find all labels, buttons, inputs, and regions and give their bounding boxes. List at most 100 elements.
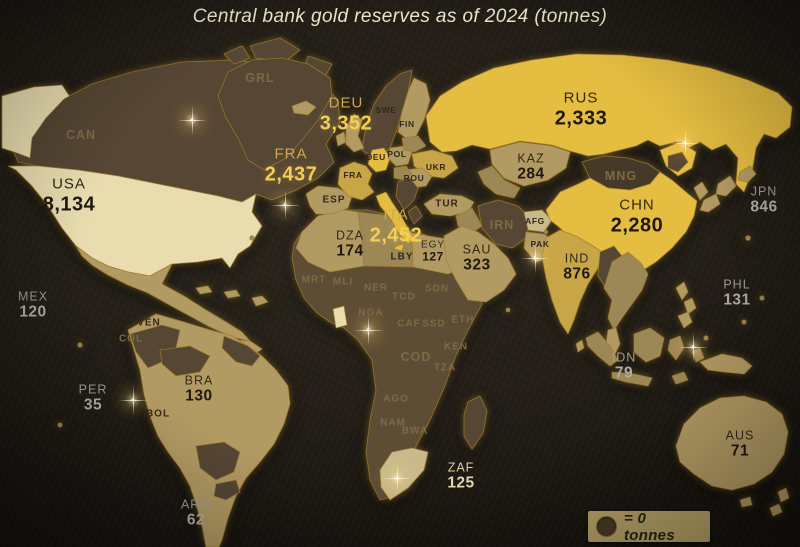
country-label-ukr: UKR [425,162,447,173]
country-south-korea [693,181,709,201]
country-label-afg: AFG [525,216,545,227]
small-island [759,295,765,301]
country-label-aus: AUS 71 [725,428,755,460]
region-baltics [401,135,427,153]
country-label-per: PER 35 [78,382,108,414]
country-uk [345,113,365,153]
country-ghana [332,305,348,329]
country-greece [407,205,423,225]
country-philippines [683,297,697,315]
country-label-fin: FIN [399,119,415,130]
country-new-zealand [769,503,783,517]
island-sulawesi [667,335,685,361]
country-label-bwa: BWA [401,425,429,437]
country-label-fra: FRA 2,437 [264,145,318,186]
country-label-tcd: TCD [392,291,416,303]
region-balkans [395,177,419,211]
country-uruguay [213,479,241,501]
country-label-mrt: MRT [301,274,327,286]
country-label-mex: MEX 120 [17,289,49,321]
small-island [77,342,83,348]
country-label-sdn: SDN [424,283,450,295]
country-label-chn: CHN 2,280 [610,196,664,237]
country-greenland [217,57,333,171]
caribbean-island [195,285,213,295]
country-japan [699,193,721,213]
country-label-col: COL [118,333,144,345]
country-sri-lanka [575,339,585,353]
country-madagascar [463,395,488,450]
country-japan [737,165,757,183]
sparkle-flare [395,476,399,480]
island-new-guinea [699,353,753,375]
island-sumatra [585,331,619,367]
country-saudi-arabia [443,225,517,303]
sparkle-flare [283,203,287,207]
country-russia [425,53,793,193]
country-label-jpn: JPN 846 [750,184,778,216]
arctic-island [249,37,301,63]
country-label-deu: DEU 3,352 [319,94,373,135]
country-afghanistan [523,209,553,233]
caribbean-island [223,289,241,299]
continent-south-america [127,313,291,547]
country-france [337,161,375,201]
region-central-asia [477,165,521,199]
sparkle-flare [683,141,687,145]
small-island [505,307,511,313]
small-island [249,235,255,241]
region-central-europe [393,165,413,181]
country-label-tur: TUR [435,198,459,210]
small-island [703,335,709,341]
country-philippines [675,281,689,301]
country-label-ita: ITA 2,452 [369,206,423,247]
country-label-cod: COD [400,350,432,364]
island-moluccas [691,347,705,363]
region-guyanas [221,335,261,367]
country-kazakhstan [489,141,571,187]
country-label-eth: ETH [451,314,475,326]
country-label-sau: SAU 323 [462,242,492,274]
country-label-tza: TZA [433,362,457,374]
country-label-pol: POL [387,149,407,160]
sparkle-flare [190,118,194,122]
country-south-africa [379,447,429,501]
island-java [611,371,653,387]
caribbean-island [251,295,269,307]
region-indochina [603,251,649,331]
legend: = 0 tonnes [588,510,710,544]
country-label-kaz: KAZ 284 [517,151,545,183]
country-north-korea [667,151,689,173]
island-borneo [633,327,665,363]
country-label-egy: EGY 127 [420,239,446,264]
country-paraguay [195,441,241,481]
country-label-esp: ESP [322,194,346,206]
sparkle-flare [691,345,695,349]
country-label-nam: NAM [380,417,406,429]
country-label-zaf: ZAF 125 [447,460,475,492]
country-label-can: CAN [65,128,97,142]
zero-tonnes-dot-icon [597,517,616,536]
country-label-ind: IND 876 [563,251,591,283]
country-label-deu-map: DEU [366,152,386,163]
country-label-swe: SWE [375,105,397,116]
country-label-ner: NER [363,282,389,294]
country-label-ven: VEN [137,317,161,329]
country-turkey [423,193,475,217]
country-label-bol: BOL [145,408,171,420]
country-label-fra-map: FRA [343,170,363,181]
sparkle-flare [366,328,370,332]
page-title: Central bank gold reserves as of 2024 (t… [192,6,608,27]
arctic-island [223,45,251,65]
country-mexico [75,245,251,342]
country-usa [7,165,263,277]
country-label-mli: MLI [332,276,354,288]
country-label-ken: KEN [443,341,469,353]
small-island [745,235,751,241]
sparkle-flare [131,398,135,402]
country-label-irn: IRN [489,218,515,232]
country-label-mng: MNG [604,169,638,183]
